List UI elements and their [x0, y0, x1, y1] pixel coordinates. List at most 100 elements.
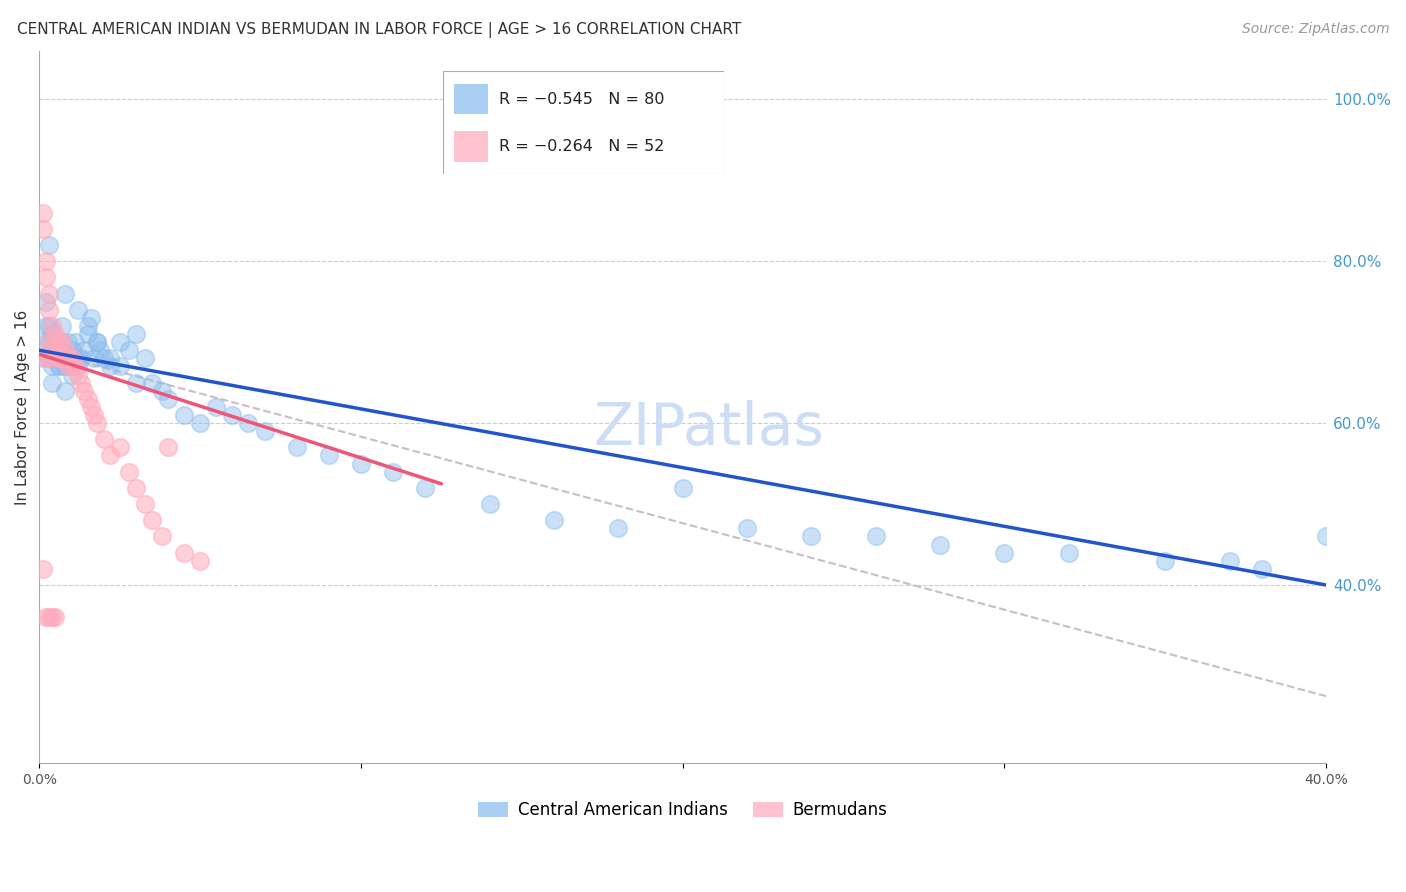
Point — [48, 351, 70, 366]
Point — [51, 351, 73, 366]
Point — [31, 221, 53, 235]
Point — [51, 351, 73, 366]
Point — [173, 546, 195, 560]
Point — [86, 416, 108, 430]
Point — [125, 326, 148, 341]
Point — [35, 335, 58, 350]
Point — [38, 335, 60, 350]
Point — [60, 359, 83, 374]
Point — [156, 441, 179, 455]
Point — [38, 238, 60, 252]
Point — [118, 465, 141, 479]
Point — [48, 351, 70, 366]
Point — [31, 205, 53, 219]
Point — [35, 351, 58, 366]
Point — [80, 400, 103, 414]
Point — [929, 537, 952, 551]
Point — [38, 318, 60, 333]
Point — [44, 610, 66, 624]
Point — [48, 343, 70, 358]
Point — [38, 351, 60, 366]
Point — [48, 359, 70, 374]
Point — [41, 376, 63, 390]
Point — [41, 326, 63, 341]
Point — [1250, 562, 1272, 576]
Point — [993, 546, 1015, 560]
Point — [150, 384, 173, 398]
Point — [93, 351, 115, 366]
Point — [66, 359, 89, 374]
Point — [58, 359, 80, 374]
Point — [44, 335, 66, 350]
Point — [53, 343, 76, 358]
Point — [35, 318, 58, 333]
Point — [51, 351, 73, 366]
Text: CENTRAL AMERICAN INDIAN VS BERMUDAN IN LABOR FORCE | AGE > 16 CORRELATION CHART: CENTRAL AMERICAN INDIAN VS BERMUDAN IN L… — [17, 22, 741, 38]
Point — [672, 481, 695, 495]
Point — [41, 318, 63, 333]
Point — [543, 513, 565, 527]
Point — [188, 416, 211, 430]
Point — [478, 497, 501, 511]
Point — [134, 351, 156, 366]
Point — [66, 351, 89, 366]
Point — [800, 529, 823, 543]
Point — [108, 335, 131, 350]
Point — [83, 408, 105, 422]
Point — [31, 351, 53, 366]
Point — [48, 343, 70, 358]
Point — [865, 529, 887, 543]
Point — [58, 351, 80, 366]
Point — [38, 610, 60, 624]
Point — [51, 335, 73, 350]
Point — [35, 270, 58, 285]
Point — [53, 384, 76, 398]
Point — [134, 497, 156, 511]
Y-axis label: In Labor Force | Age > 16: In Labor Force | Age > 16 — [15, 310, 31, 505]
Point — [35, 254, 58, 268]
Point — [38, 302, 60, 317]
Point — [156, 392, 179, 406]
Point — [205, 400, 228, 414]
FancyBboxPatch shape — [454, 131, 488, 161]
Point — [350, 457, 373, 471]
Point — [51, 335, 73, 350]
Point — [86, 335, 108, 350]
Point — [51, 318, 73, 333]
Point — [48, 359, 70, 374]
Point — [38, 351, 60, 366]
Point — [44, 351, 66, 366]
Point — [60, 343, 83, 358]
Point — [141, 376, 163, 390]
Point — [89, 343, 111, 358]
Point — [607, 521, 630, 535]
Point — [1154, 554, 1177, 568]
Point — [58, 335, 80, 350]
Point — [63, 351, 86, 366]
Point — [76, 392, 98, 406]
Point — [63, 335, 86, 350]
Point — [66, 302, 89, 317]
Point — [318, 449, 340, 463]
Point — [98, 449, 121, 463]
Point — [63, 359, 86, 374]
Point — [98, 359, 121, 374]
Point — [1315, 529, 1337, 543]
Point — [80, 310, 103, 325]
Point — [415, 481, 437, 495]
Point — [73, 343, 96, 358]
Point — [141, 513, 163, 527]
Legend: Central American Indians, Bermudans: Central American Indians, Bermudans — [471, 795, 894, 826]
Point — [66, 368, 89, 382]
Point — [70, 351, 93, 366]
Point — [118, 343, 141, 358]
Point — [60, 359, 83, 374]
Point — [150, 529, 173, 543]
Point — [44, 326, 66, 341]
Point — [38, 335, 60, 350]
Point — [58, 351, 80, 366]
Point — [58, 351, 80, 366]
Point — [53, 286, 76, 301]
Text: Source: ZipAtlas.com: Source: ZipAtlas.com — [1241, 22, 1389, 37]
Point — [108, 441, 131, 455]
